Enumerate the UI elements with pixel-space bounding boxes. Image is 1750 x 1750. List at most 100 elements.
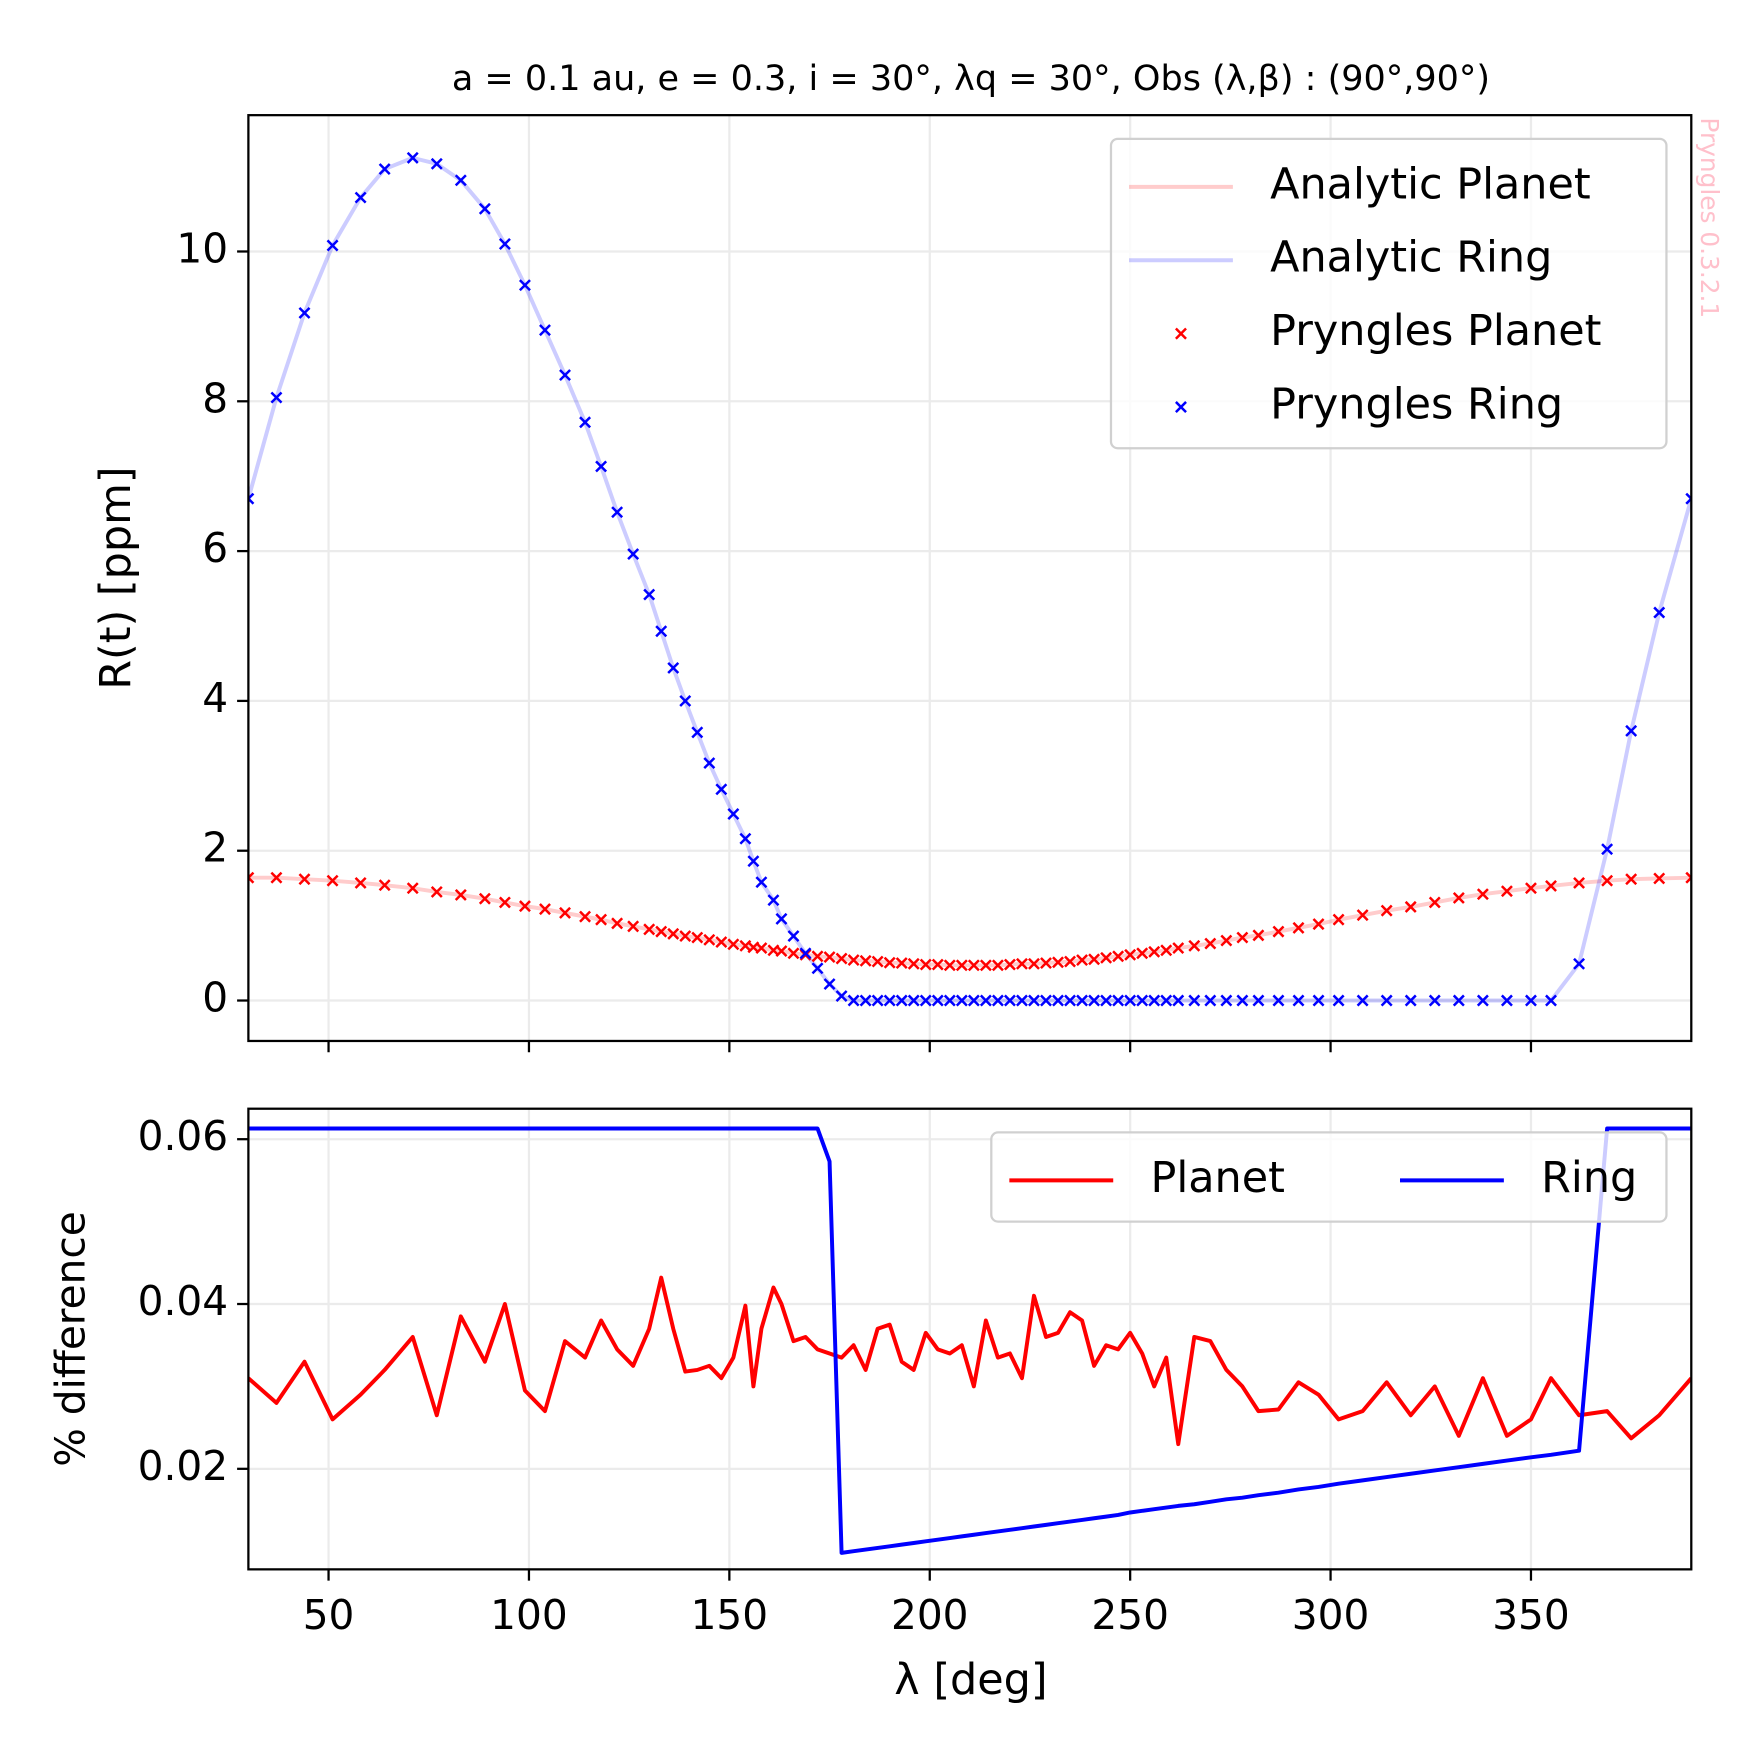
data-marker xyxy=(1003,958,1016,971)
data-marker xyxy=(1028,994,1040,1007)
data-marker xyxy=(967,994,980,1007)
data-marker xyxy=(406,151,419,164)
x-tick-label: 200 xyxy=(891,1591,969,1639)
y-axis-label: R(t) [ppm] xyxy=(91,466,141,689)
data-marker xyxy=(691,931,704,944)
data-marker xyxy=(454,174,467,187)
y-tick-label: 0.06 xyxy=(138,1112,228,1160)
data-marker xyxy=(679,694,692,707)
data-marker xyxy=(518,279,531,292)
data-marker xyxy=(691,726,704,739)
data-marker xyxy=(454,888,467,901)
data-marker xyxy=(1356,994,1369,1007)
y-tick-label: 6 xyxy=(202,524,228,572)
data-marker xyxy=(1312,994,1325,1007)
data-marker xyxy=(1124,948,1137,961)
data-line xyxy=(248,1275,1692,1447)
data-marker xyxy=(1292,994,1305,1007)
data-marker xyxy=(1160,994,1173,1007)
data-marker xyxy=(579,910,592,923)
data-marker xyxy=(1525,994,1537,1007)
data-marker xyxy=(1112,994,1125,1007)
legend-label: Planet xyxy=(1150,1153,1284,1203)
data-marker xyxy=(655,925,668,938)
legend-label: Analytic Planet xyxy=(1270,159,1591,209)
data-marker xyxy=(955,959,968,972)
data-marker xyxy=(406,882,419,895)
x-tick-label: 250 xyxy=(1091,1591,1169,1639)
data-marker xyxy=(871,955,884,968)
data-marker xyxy=(1064,994,1076,1007)
data-marker xyxy=(715,936,728,949)
data-marker xyxy=(943,959,956,972)
data-marker xyxy=(430,157,443,170)
data-marker xyxy=(248,492,255,505)
data-marker xyxy=(1525,882,1537,895)
y-tick-label: 4 xyxy=(202,674,228,722)
data-marker xyxy=(767,894,780,907)
data-marker xyxy=(1573,957,1586,970)
data-marker xyxy=(979,994,992,1007)
data-marker xyxy=(1040,994,1052,1007)
y-tick-label: 10 xyxy=(176,224,228,272)
data-marker xyxy=(498,238,511,250)
data-marker xyxy=(1028,957,1040,970)
data-marker xyxy=(1040,957,1052,970)
data-marker xyxy=(595,460,608,473)
legend-marker xyxy=(1175,327,1187,340)
watermark: Pryngles 0.3.2.1 xyxy=(1695,117,1724,318)
data-marker xyxy=(1003,994,1016,1007)
data-marker xyxy=(1428,896,1441,909)
data-marker xyxy=(1124,994,1137,1007)
data-marker xyxy=(1015,994,1028,1007)
data-marker xyxy=(1236,931,1249,944)
data-marker xyxy=(559,906,571,919)
data-marker xyxy=(1148,994,1161,1007)
data-marker xyxy=(611,506,624,519)
x-tick-label: 350 xyxy=(1492,1591,1570,1639)
data-marker xyxy=(943,994,956,1007)
data-marker xyxy=(378,163,391,176)
legend-box xyxy=(1109,137,1668,450)
data-marker xyxy=(775,945,788,958)
data-marker xyxy=(667,927,680,940)
data-marker xyxy=(907,957,920,970)
data-marker xyxy=(298,873,311,886)
data-marker xyxy=(811,962,824,975)
data-marker xyxy=(1272,994,1285,1007)
data-marker xyxy=(667,661,680,674)
data-marker xyxy=(847,954,860,967)
data-marker xyxy=(539,324,551,337)
data-marker xyxy=(1332,994,1345,1007)
data-marker xyxy=(1476,888,1489,901)
axes-frame xyxy=(247,114,1693,1043)
data-marker xyxy=(1625,724,1638,737)
data-marker xyxy=(1204,937,1217,950)
data-marker xyxy=(1088,953,1101,966)
data-marker xyxy=(1088,994,1101,1007)
data-marker xyxy=(643,588,656,601)
x-tick-label: 150 xyxy=(691,1591,769,1639)
data-marker xyxy=(883,994,896,1007)
data-marker xyxy=(907,994,920,1007)
data-marker xyxy=(248,871,255,884)
data-marker xyxy=(703,933,716,946)
axes-frame xyxy=(247,1107,1693,1571)
data-marker xyxy=(883,956,896,969)
data-marker xyxy=(1052,994,1064,1007)
data-marker xyxy=(1148,945,1161,958)
legend-label: Pryngles Planet xyxy=(1270,306,1601,356)
data-marker xyxy=(1625,873,1638,886)
data-marker xyxy=(1573,876,1586,889)
data-marker xyxy=(1601,843,1614,856)
data-marker xyxy=(1292,921,1305,934)
data-marker xyxy=(1236,994,1249,1007)
data-marker xyxy=(679,930,692,943)
data-marker xyxy=(1220,994,1233,1007)
data-marker xyxy=(775,912,788,925)
data-marker xyxy=(1452,891,1465,904)
data-marker xyxy=(755,876,768,889)
data-marker xyxy=(326,874,339,887)
